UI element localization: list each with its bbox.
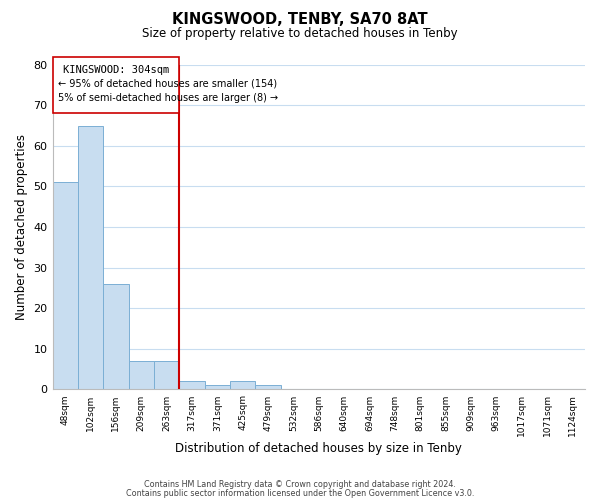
Bar <box>78 126 103 390</box>
Bar <box>230 382 256 390</box>
Bar <box>103 284 128 390</box>
Bar <box>154 361 179 390</box>
Text: Contains HM Land Registry data © Crown copyright and database right 2024.: Contains HM Land Registry data © Crown c… <box>144 480 456 489</box>
Bar <box>179 382 205 390</box>
Text: KINGSWOOD: 304sqm: KINGSWOOD: 304sqm <box>63 64 169 74</box>
Bar <box>53 182 78 390</box>
Text: 5% of semi-detached houses are larger (8) →: 5% of semi-detached houses are larger (8… <box>58 93 278 103</box>
Text: KINGSWOOD, TENBY, SA70 8AT: KINGSWOOD, TENBY, SA70 8AT <box>172 12 428 28</box>
FancyBboxPatch shape <box>53 56 179 114</box>
Bar <box>256 386 281 390</box>
Text: Size of property relative to detached houses in Tenby: Size of property relative to detached ho… <box>142 28 458 40</box>
X-axis label: Distribution of detached houses by size in Tenby: Distribution of detached houses by size … <box>175 442 462 455</box>
Text: ← 95% of detached houses are smaller (154): ← 95% of detached houses are smaller (15… <box>58 79 277 89</box>
Bar <box>205 386 230 390</box>
Bar <box>128 361 154 390</box>
Y-axis label: Number of detached properties: Number of detached properties <box>15 134 28 320</box>
Text: Contains public sector information licensed under the Open Government Licence v3: Contains public sector information licen… <box>126 488 474 498</box>
